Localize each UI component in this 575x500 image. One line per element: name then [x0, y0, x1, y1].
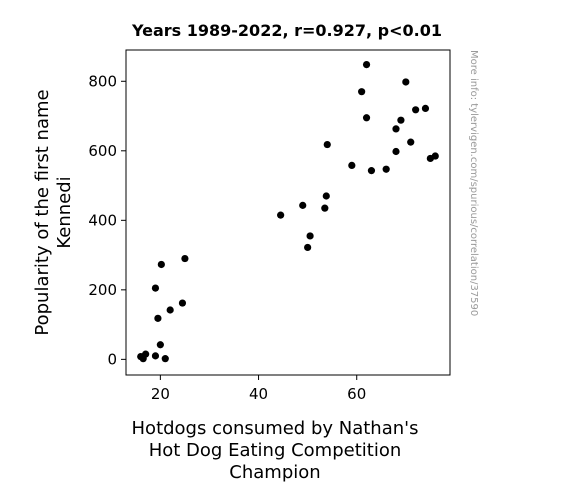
data-point — [321, 204, 329, 212]
data-point — [142, 350, 150, 358]
data-point — [277, 211, 285, 219]
chart-title: Years 1989-2022, r=0.927, p<0.01 — [131, 21, 442, 40]
data-point — [362, 61, 371, 69]
data-point — [362, 114, 371, 122]
y-tick-label: 800 — [88, 72, 117, 90]
data-point — [358, 88, 366, 96]
data-point — [151, 284, 160, 292]
data-point — [367, 167, 376, 175]
data-point — [306, 232, 314, 240]
x-axis: 20 40 60 — [151, 375, 366, 403]
data-point — [348, 161, 356, 169]
data-point — [166, 306, 174, 314]
data-point — [156, 341, 164, 349]
data-point — [407, 138, 415, 146]
plot-frame — [125, 49, 451, 376]
data-point — [322, 192, 330, 200]
x-axis-label: Hotdogs consumed by Nathan's Hot Dog Eati… — [132, 418, 419, 483]
data-point — [304, 243, 312, 252]
x-tick-label: 20 — [151, 385, 170, 403]
data-point — [421, 104, 430, 112]
y-axis-label: Popularity of the first nameKennedi — [32, 89, 75, 335]
data-point — [161, 355, 169, 363]
data-point — [392, 147, 400, 156]
data-point — [392, 125, 400, 133]
data-point — [323, 140, 331, 149]
data-point — [157, 260, 165, 269]
source-watermark: More info: tylervigen.com/spurious/corre… — [468, 50, 479, 316]
x-tick-label: 60 — [347, 385, 366, 403]
data-point — [402, 78, 410, 86]
data-point — [431, 152, 439, 160]
y-tick-label: 0 — [107, 350, 117, 368]
y-tick-label: 600 — [88, 142, 117, 160]
y-axis: 0 200 400 600 800 — [88, 72, 126, 368]
data-point — [412, 106, 420, 114]
data-point — [181, 254, 189, 263]
plot-area — [125, 49, 451, 376]
y-tick-label: 400 — [88, 211, 117, 229]
data-point — [178, 299, 187, 307]
data-point — [299, 201, 307, 209]
data-point — [154, 314, 162, 322]
y-tick-label: 200 — [88, 281, 117, 299]
data-point — [397, 116, 405, 124]
data-point — [151, 352, 160, 360]
data-point — [382, 165, 390, 173]
x-tick-label: 40 — [249, 385, 268, 403]
